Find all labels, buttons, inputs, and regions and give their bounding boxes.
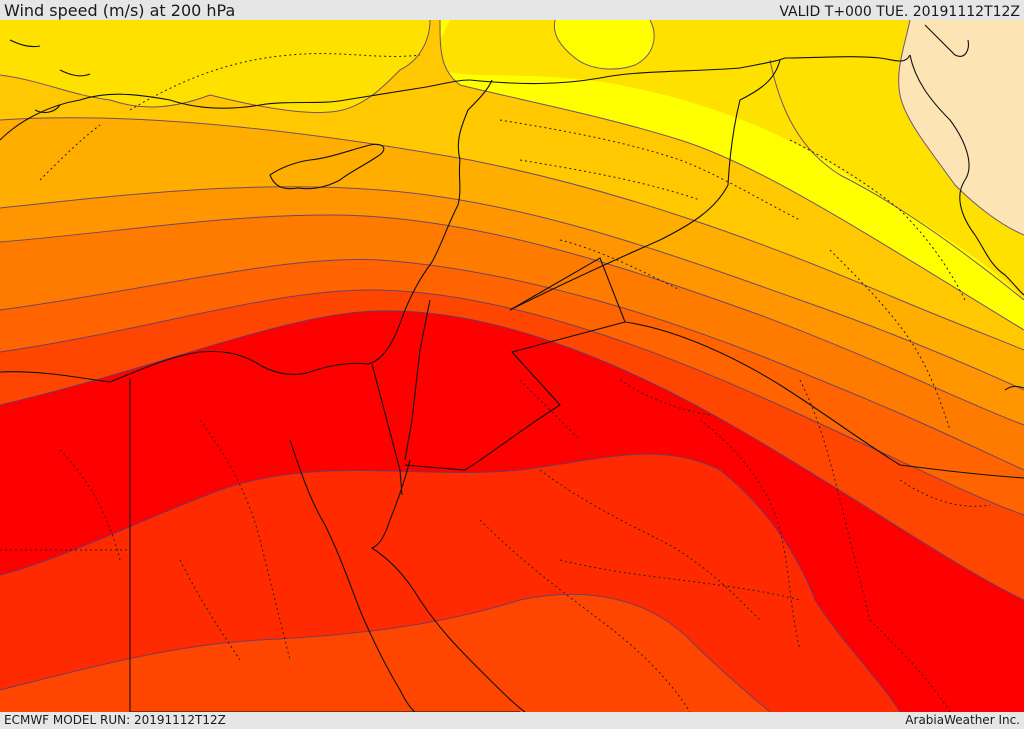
isotach-contours <box>0 20 1024 712</box>
band-ff4600-south <box>0 594 770 712</box>
valid-time-label: VALID T+000 TUE. 20191112T12Z <box>779 4 1020 20</box>
footer-bar: ECMWF MODEL RUN: 20191112T12Z ArabiaWeat… <box>0 712 1024 729</box>
admin-borders <box>0 53 991 712</box>
model-run-label: ECMWF MODEL RUN: 20191112T12Z <box>4 713 226 727</box>
header-bar: Wind speed (m/s) at 200 hPa VALID T+000 … <box>0 0 1024 20</box>
band-fde4b4 <box>898 20 1024 235</box>
map-title: Wind speed (m/s) at 200 hPa <box>4 1 236 20</box>
credit-label: ArabiaWeather Inc. <box>905 713 1020 727</box>
band-ffe100 <box>0 20 1024 300</box>
band-ffff00-top <box>554 20 655 70</box>
coastlines-borders <box>0 24 1024 712</box>
band-ffe100-left <box>0 20 430 113</box>
wind-speed-map <box>0 20 1024 712</box>
map-svg <box>0 20 1024 712</box>
